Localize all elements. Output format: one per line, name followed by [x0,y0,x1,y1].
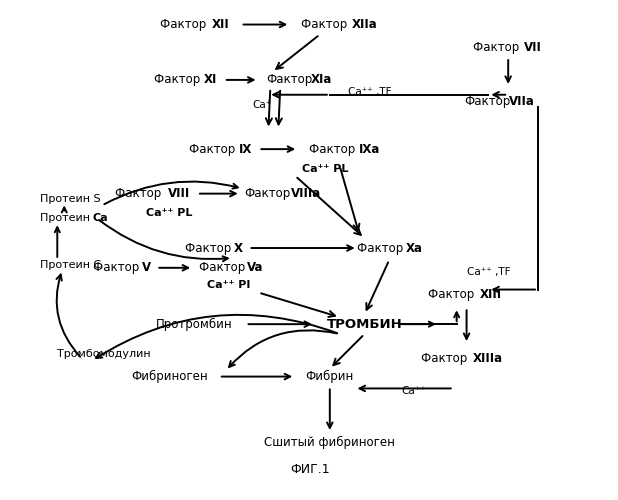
Text: Протеин S: Протеин S [40,194,101,203]
Text: Ca⁺⁺ PL: Ca⁺⁺ PL [146,208,192,218]
Text: Фактор: Фактор [185,242,235,254]
Text: Сшитый фибриноген: Сшитый фибриноген [265,436,396,450]
Text: VIII: VIII [168,187,190,200]
Text: Ca⁺⁺ PL: Ca⁺⁺ PL [302,164,348,174]
Text: Фактор: Фактор [154,74,204,86]
Text: XI: XI [204,74,218,86]
Text: Фибриноген: Фибриноген [131,370,208,383]
Text: IXa: IXa [358,142,380,156]
Text: Фактор: Фактор [161,18,211,31]
Text: VII: VII [524,41,542,54]
Text: Фактор: Фактор [245,187,291,200]
Text: Фактор: Фактор [464,95,510,108]
Text: Фактор: Фактор [93,262,143,274]
Text: Фактор: Фактор [309,142,359,156]
Text: Фактор: Фактор [473,41,523,54]
Text: Фактор: Фактор [428,288,478,301]
Text: Протеин: Протеин [40,214,93,224]
Text: X: X [234,242,243,254]
Text: Фактор: Фактор [301,18,350,31]
Text: Ca⁺⁺ ,TF: Ca⁺⁺ ,TF [467,267,510,277]
Text: Фибрин: Фибрин [306,370,354,383]
Text: XII: XII [212,18,229,31]
Text: Фактор: Фактор [116,187,166,200]
Text: Ca⁺⁺ PI: Ca⁺⁺ PI [207,280,250,289]
Text: Протеин C: Протеин C [40,260,102,270]
Text: Ca: Ca [92,214,108,224]
Text: IX: IX [239,142,252,156]
Text: Фактор: Фактор [357,242,407,254]
Text: ФИГ.1: ФИГ.1 [290,463,330,476]
Text: Протромбин: Протромбин [156,318,232,330]
Text: Va: Va [247,262,263,274]
Text: VIIa: VIIa [509,95,535,108]
Text: Фактор: Фактор [199,262,248,274]
Text: Фактор: Фактор [266,74,313,86]
Text: Ca⁺⁺: Ca⁺⁺ [402,386,426,396]
Text: Ca⁺⁺ ,TF: Ca⁺⁺ ,TF [348,87,391,97]
Text: V: V [142,262,151,274]
Text: Фактор: Фактор [421,352,471,366]
Text: VIIIa: VIIIa [291,187,321,200]
Text: Xa: Xa [405,242,422,254]
Text: XIa: XIa [310,74,332,86]
Text: ТРОМБИН: ТРОМБИН [327,318,402,330]
Text: XIIIa: XIIIa [473,352,503,366]
Text: XIIa: XIIa [352,18,377,31]
Text: Тромбомодулин: Тромбомодулин [57,349,151,359]
Text: Фактор: Фактор [188,142,239,156]
Text: XIII: XIII [480,288,502,301]
Text: Ca⁺: Ca⁺ [253,100,272,110]
